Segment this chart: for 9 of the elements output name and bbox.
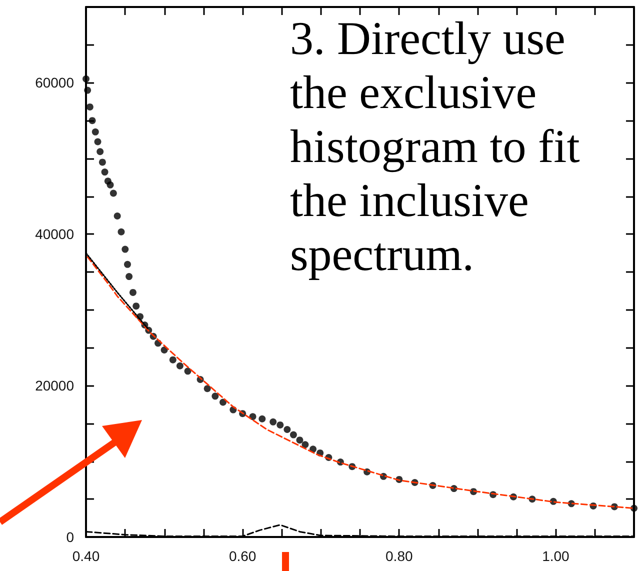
x-tick-label: 0.40 xyxy=(72,548,100,564)
annotation: 3. Directly use the exclusive histogram to fit the inclusive spectrum. xyxy=(290,13,592,281)
x-tick-label: 0.60 xyxy=(228,548,256,564)
y-tick-label: 60000 xyxy=(35,74,74,91)
x-tick-label: 1.00 xyxy=(542,548,570,564)
y-tick-label: 40000 xyxy=(35,226,74,242)
y-tick-label: 20000 xyxy=(35,378,74,394)
y-tick-label: 0 xyxy=(66,529,74,545)
x-tick-label: 0.80 xyxy=(386,548,413,564)
